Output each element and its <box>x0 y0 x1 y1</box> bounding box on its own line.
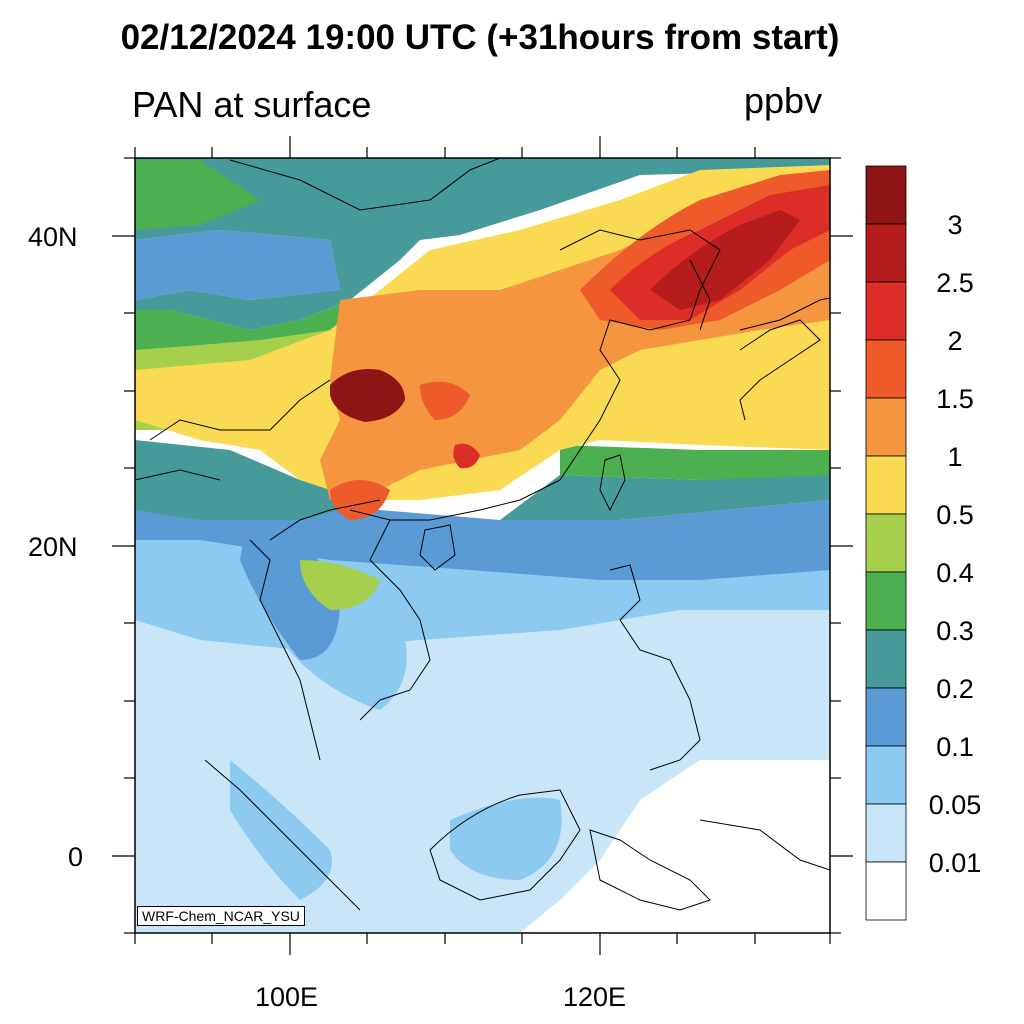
colorbar-label: 0.4 <box>936 558 974 588</box>
colorbar-label: 0.3 <box>936 616 974 646</box>
colorbar-label: 0.01 <box>928 848 982 878</box>
lat-label-0: 0 <box>68 842 84 872</box>
lon-label-120e: 120E <box>563 982 627 1012</box>
map-title: 02/12/2024 19:00 UTC (+31hours from star… <box>120 18 840 57</box>
colorbar-swatch <box>865 803 907 863</box>
units-label: ppbv <box>744 80 823 121</box>
colorbar-label: 0.05 <box>928 790 982 820</box>
colorbar-label: 0.1 <box>936 732 974 762</box>
axis-ticks <box>112 136 853 955</box>
colorbar-label: 0.2 <box>936 674 974 704</box>
colorbar-swatch <box>865 455 907 515</box>
colorbar-label: 2 <box>947 326 963 356</box>
colorbar-swatch <box>865 861 907 921</box>
model-credit: WRF-Chem_NCAR_YSU <box>137 906 305 926</box>
colorbar-swatch <box>865 513 907 573</box>
lat-label-40n: 40N <box>28 222 78 252</box>
colorbar-swatch <box>865 165 907 225</box>
colorbar-label: 2.5 <box>936 268 974 298</box>
lat-label-20n: 20N <box>28 532 78 562</box>
colorbar-label: 0.5 <box>936 500 974 530</box>
colorbar-swatch <box>865 281 907 341</box>
colorbar <box>865 165 907 921</box>
pan-concentration-field <box>135 158 830 933</box>
coastline-outlines <box>135 158 830 911</box>
colorbar-swatch <box>865 745 907 805</box>
colorbar-swatch <box>865 223 907 283</box>
colorbar-swatch <box>865 629 907 689</box>
colorbar-swatch <box>865 571 907 631</box>
colorbar-swatch <box>865 687 907 747</box>
variable-label: PAN at surface <box>132 84 372 125</box>
colorbar-label: 1 <box>947 442 963 472</box>
lon-label-100e: 100E <box>255 982 319 1012</box>
colorbar-swatch <box>865 397 907 457</box>
colorbar-label: 1.5 <box>936 384 974 414</box>
colorbar-label: 3 <box>947 210 963 240</box>
colorbar-swatch <box>865 339 907 399</box>
